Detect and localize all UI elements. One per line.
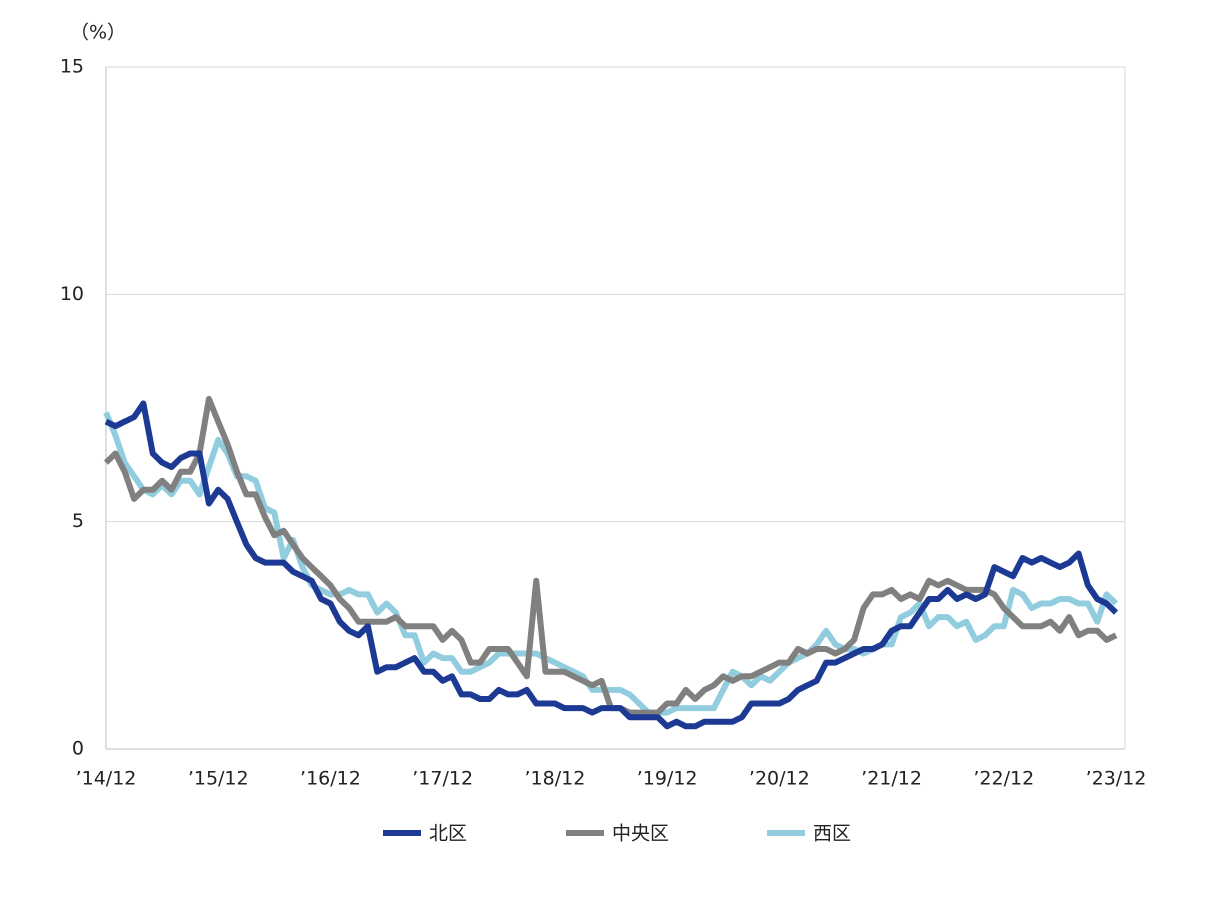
- x-tick-label: ’23/12: [1086, 768, 1147, 790]
- legend-label: 北区: [429, 823, 467, 845]
- x-tick-label: ’16/12: [300, 768, 361, 790]
- x-tick-label: ’14/12: [76, 768, 137, 790]
- x-tick-label: ’19/12: [637, 768, 698, 790]
- line-series: [104, 400, 1119, 730]
- y-tick-label: 0: [72, 738, 84, 760]
- y-tick-label: 15: [60, 56, 84, 78]
- x-tick-label: ’21/12: [861, 768, 922, 790]
- y-tick-label: 5: [72, 510, 84, 532]
- legend-label: 中央区: [612, 823, 669, 845]
- x-tick-label: ’20/12: [749, 768, 810, 790]
- x-tick-label: ’22/12: [973, 768, 1034, 790]
- line-series: [103, 411, 1119, 716]
- y-axis-label: （%）: [70, 22, 126, 44]
- x-tick-label: ’18/12: [524, 768, 585, 790]
- y-tick-label: 10: [60, 283, 84, 305]
- x-tick-label: ’15/12: [188, 768, 249, 790]
- x-tick-label: ’17/12: [412, 768, 473, 790]
- legend-label: 西区: [813, 823, 851, 845]
